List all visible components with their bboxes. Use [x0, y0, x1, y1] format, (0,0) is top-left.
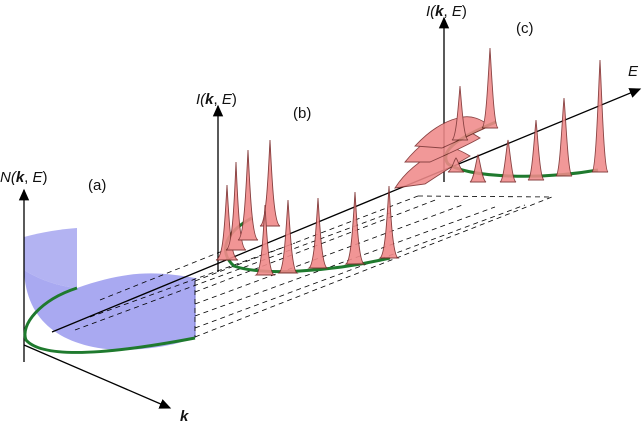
- peak-b9: [378, 185, 400, 259]
- dos-vertical-face: [24, 228, 77, 288]
- i-axis-b-label: I(k, E): [196, 91, 237, 108]
- label-panel-a: (a): [88, 177, 106, 194]
- peak-b4: [259, 139, 281, 227]
- k-axis-line: [23, 344, 172, 409]
- peak-b2: [225, 161, 247, 251]
- axes: [18, 16, 642, 409]
- e-axis-line: [51, 88, 642, 333]
- n-axis-label: N(k, E): [0, 169, 48, 186]
- dispersion-a: [23, 286, 196, 354]
- k-axis-label: k: [180, 408, 189, 424]
- labels: (a) (b) (c) N(k, E) I(k, E) I(k, E) E k: [0, 3, 639, 424]
- peak-c8: [591, 59, 609, 173]
- peak-c5: [499, 139, 517, 183]
- peak-c6: [527, 119, 545, 181]
- i-axis-c-label: I(k, E): [426, 3, 467, 20]
- peak-c3: [447, 157, 465, 173]
- peak-b1: [215, 184, 239, 261]
- peak-b7: [307, 197, 329, 269]
- density-of-states-panel: [24, 228, 196, 350]
- peaks-c: [394, 47, 609, 189]
- peak-c7: [555, 97, 573, 177]
- peaks-b: [215, 139, 400, 276]
- peak-c1: [451, 85, 469, 141]
- peak-b3: [237, 149, 259, 241]
- peak-c-broad3: [414, 116, 491, 149]
- e-axis-label: E: [628, 63, 639, 80]
- peak-b8: [344, 191, 366, 265]
- peak-c2: [481, 47, 499, 129]
- peak-b5: [254, 204, 276, 276]
- peak-c4: [469, 153, 487, 183]
- peak-b6: [277, 199, 299, 274]
- label-panel-b: (b): [293, 105, 311, 122]
- label-panel-c: (c): [516, 20, 534, 37]
